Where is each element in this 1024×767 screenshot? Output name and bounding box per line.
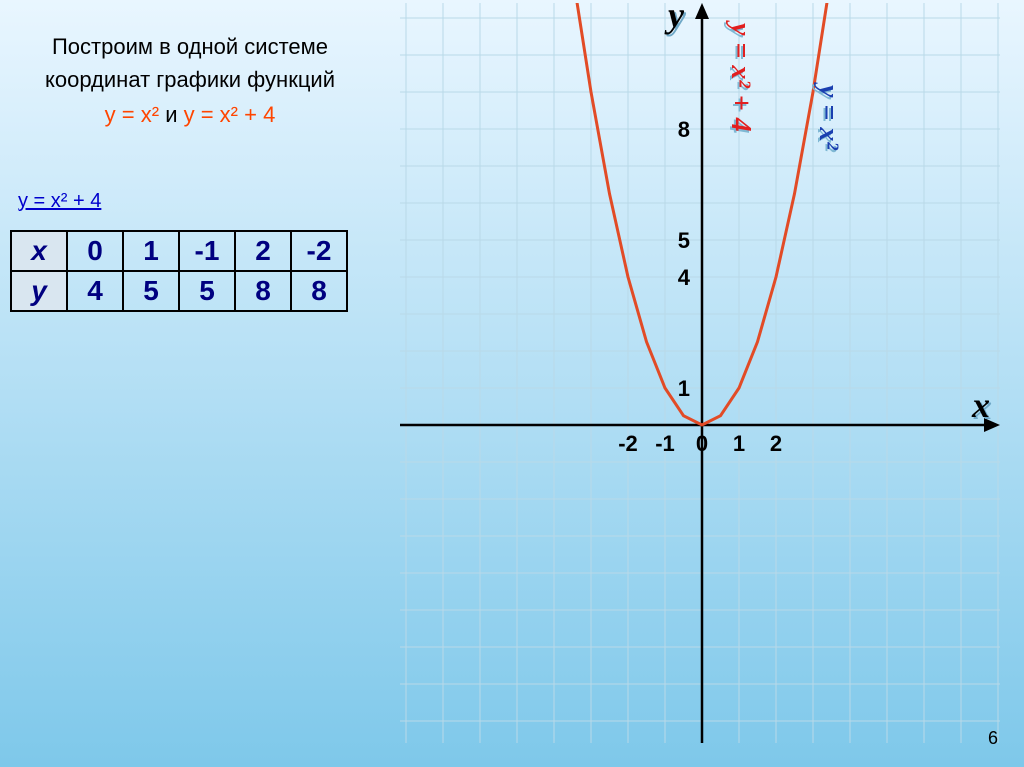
table-cell: 2 (235, 231, 291, 271)
table-row: у45588 (11, 271, 347, 311)
table-header-y: у (11, 271, 67, 311)
value-table: x01-12-2 у45588 (10, 230, 348, 312)
svg-text:0: 0 (696, 431, 708, 456)
svg-text:5: 5 (678, 228, 690, 253)
table-row: x01-12-2 (11, 231, 347, 271)
chart-area: -2-10121458xxyyy = x² + 4y = x² + 4y = x… (400, 3, 1000, 743)
title-block: Построим в одной системе координат графи… (20, 30, 360, 131)
formula-part-2: y = x² + 4 (184, 102, 276, 127)
svg-text:x: x (971, 385, 990, 425)
title-formula: y = x² и y = x² + 4 (20, 98, 360, 131)
table-cell: 8 (235, 271, 291, 311)
table-heading: у = x² + 4 (18, 190, 101, 213)
title-line-1: Построим в одной системе (20, 30, 360, 63)
table-cell: 5 (179, 271, 235, 311)
table-cell: -1 (179, 231, 235, 271)
slide-root: Построим в одной системе координат графи… (0, 0, 1024, 767)
svg-text:y: y (664, 3, 685, 35)
svg-text:y = x²: y = x² (813, 82, 844, 150)
svg-text:1: 1 (733, 431, 745, 456)
svg-text:4: 4 (678, 265, 691, 290)
formula-part-1: y = x² (105, 102, 159, 127)
svg-text:y = x² + 4: y = x² + 4 (725, 20, 756, 132)
svg-text:1: 1 (678, 376, 690, 401)
table-cell: 1 (123, 231, 179, 271)
page-number: 6 (988, 728, 998, 749)
table-cell: 4 (67, 271, 123, 311)
svg-text:8: 8 (678, 117, 690, 142)
table-cell: 0 (67, 231, 123, 271)
title-line-2: координат графики функций (20, 63, 360, 96)
svg-text:-1: -1 (655, 431, 675, 456)
table-cell: -2 (291, 231, 347, 271)
table-header-x: x (11, 231, 67, 271)
formula-mid: и (159, 102, 184, 127)
chart-svg: -2-10121458xxyyy = x² + 4y = x² + 4y = x… (400, 3, 1000, 743)
table-cell: 5 (123, 271, 179, 311)
svg-text:-2: -2 (618, 431, 638, 456)
table-cell: 8 (291, 271, 347, 311)
svg-text:2: 2 (770, 431, 782, 456)
